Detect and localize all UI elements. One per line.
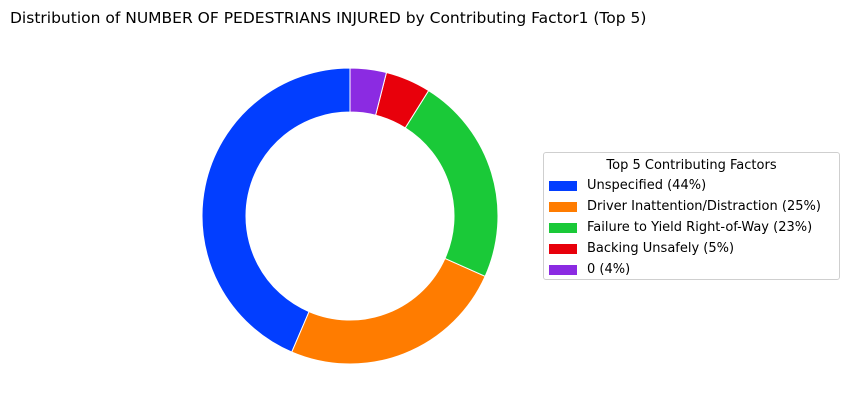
legend-swatch <box>549 180 577 191</box>
legend-label: Backing Unsafely (5%) <box>587 241 735 256</box>
legend-label: 0 (4%) <box>587 262 631 277</box>
donut-slice-2 <box>404 89 499 277</box>
legend-label: Unspecified (44%) <box>587 178 707 193</box>
legend-label: Driver Inattention/Distraction (25%) <box>587 199 821 214</box>
donut-slice-0 <box>201 67 351 353</box>
legend-title: Top 5 Contributing Factors <box>606 158 777 173</box>
legend-swatch <box>549 201 577 212</box>
legend-items: Unspecified (44%) Driver Inattention/Dist… <box>544 175 839 280</box>
legend-item-1: Driver Inattention/Distraction (25%) <box>544 196 839 217</box>
donut-slice-4 <box>349 67 388 116</box>
legend-swatch <box>549 264 577 275</box>
legend-item-3: Backing Unsafely (5%) <box>544 238 839 259</box>
legend-swatch <box>549 243 577 254</box>
legend-swatch <box>549 222 577 233</box>
legend-item-4: 0 (4%) <box>544 259 839 280</box>
legend-item-0: Unspecified (44%) <box>544 175 839 196</box>
donut-slice-1 <box>291 257 486 365</box>
legend-item-2: Failure to Yield Right-of-Way (23%) <box>544 217 839 238</box>
chart-title: Distribution of NUMBER OF PEDESTRIANS IN… <box>10 9 647 27</box>
legend-label: Failure to Yield Right-of-Way (23%) <box>587 220 813 235</box>
legend: Top 5 Contributing Factors Unspecified (… <box>543 152 840 280</box>
